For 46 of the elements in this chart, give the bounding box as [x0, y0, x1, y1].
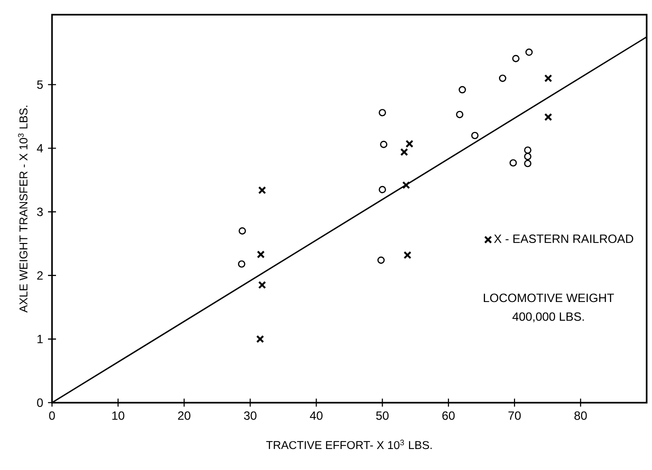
point	[406, 140, 414, 148]
y-tick-label: 0	[37, 398, 43, 407]
point	[258, 281, 266, 289]
point	[471, 132, 479, 140]
point	[402, 181, 410, 190]
annotation: 400,000 LBS.	[512, 312, 584, 322]
point	[378, 186, 386, 194]
x-tick-label: 30	[244, 411, 256, 420]
x-tick-label: 20	[178, 411, 190, 420]
x-tick-label: 10	[112, 411, 124, 420]
point	[256, 250, 265, 258]
point	[404, 251, 412, 260]
x-axis-title: TRACTIVE EFFORT- X 10$^{3}$ LBS.	[266, 440, 432, 450]
y-tick-label: 3	[37, 208, 43, 216]
point	[258, 186, 266, 194]
point	[458, 86, 466, 94]
point	[380, 140, 388, 148]
x-tick-label: 50	[376, 411, 389, 420]
x-tick-label: 60	[442, 411, 455, 420]
point	[238, 260, 246, 268]
y-tick-label: 1	[38, 334, 43, 344]
annotation: LOCOMOTIVE WEIGHT	[484, 294, 614, 302]
x-tick-label: 0	[49, 411, 55, 420]
point	[524, 152, 532, 160]
y-tick-label: 5	[37, 80, 43, 89]
point	[525, 48, 533, 56]
point	[456, 110, 464, 118]
point	[544, 74, 552, 82]
x-tick-label: 40	[310, 411, 323, 420]
point	[512, 54, 520, 62]
point	[524, 146, 532, 154]
point	[524, 160, 532, 168]
x-tick-label: 70	[508, 411, 521, 420]
point	[544, 113, 552, 122]
point	[510, 159, 517, 167]
y-tick-label: 2	[37, 271, 43, 280]
point	[498, 74, 506, 82]
point	[377, 256, 385, 264]
legend-label: X - EASTERN RAILROAD	[494, 234, 634, 244]
y-axis-title: AXLE WEIGHT TRANSFER - X 10$^{3}$ LBS.	[18, 106, 28, 313]
y-tick-label: 4	[36, 144, 43, 152]
point	[378, 108, 386, 116]
point	[400, 148, 408, 156]
point	[256, 335, 264, 343]
point	[238, 227, 246, 235]
x-tick-label: 80	[574, 411, 587, 420]
